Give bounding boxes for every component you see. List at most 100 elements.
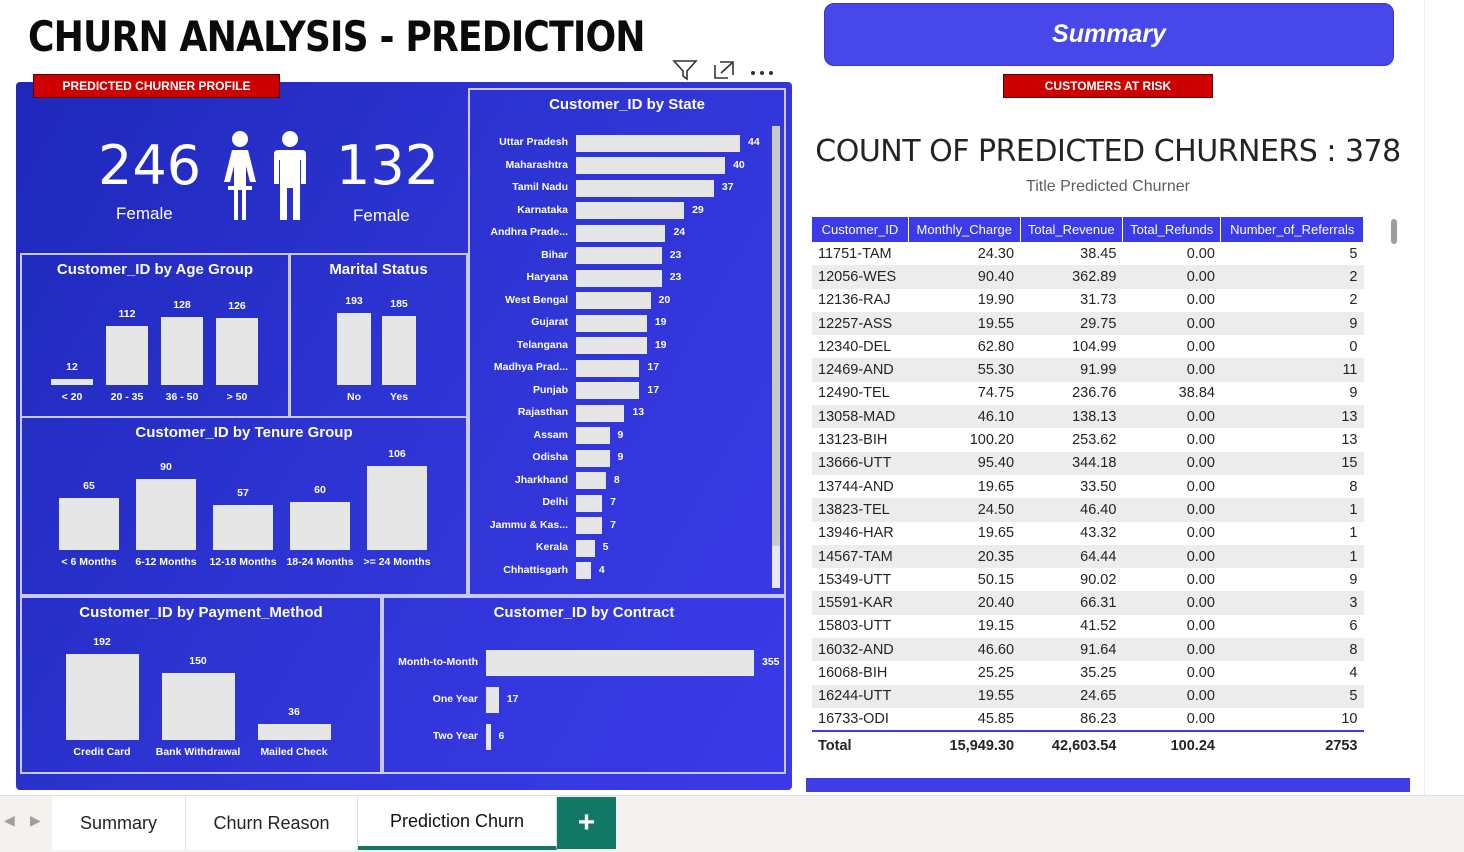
table-cell: 66.31: [1020, 591, 1123, 615]
table-total-cell: 100.24: [1122, 730, 1221, 760]
table-row[interactable]: 13123-BIH 100.20 253.62 0.00 13: [812, 428, 1364, 451]
table-row[interactable]: 15349-UTT 50.15 90.02 0.00 9: [812, 568, 1364, 591]
tenure-data-label: 57: [237, 486, 249, 499]
table-cell: 24.65: [1020, 684, 1123, 708]
plus-icon[interactable]: +: [557, 797, 616, 849]
table-cell: 38.84: [1178, 385, 1215, 402]
table-header-cell[interactable]: Total_Revenue: [1020, 217, 1123, 242]
age-group-chart[interactable]: Customer_ID by Age Group 12 < 20 112 20 - 3…: [20, 253, 290, 418]
tenure-bar: [136, 478, 196, 550]
table-row[interactable]: 14567-TAM 20.35 64.44 0.00 1: [812, 544, 1364, 569]
table-header-cell[interactable]: Number_of_Referrals: [1220, 217, 1364, 242]
table-row[interactable]: 16244-UTT 19.55 24.65 0.00 5: [812, 684, 1364, 708]
table-header-cell[interactable]: Customer_ID: [812, 217, 909, 242]
table-row[interactable]: 13946-HAR 19.65 43.32 0.00 1: [812, 522, 1364, 545]
state-bar: [576, 247, 662, 264]
state-category-label: Bihar: [541, 248, 568, 261]
payment-method-chart[interactable]: Customer_ID by Payment_Method 192 Credit …: [20, 596, 382, 774]
table-row[interactable]: 13744-AND 19.65 33.50 0.00 8: [812, 475, 1364, 498]
table-row[interactable]: 12340-DEL 62.80 104.99 0.00 0: [812, 335, 1364, 358]
state-bar: [576, 404, 625, 422]
contract-category-label: One Year: [432, 693, 478, 705]
customers-table[interactable]: Customer_ID Monthly_Charge Total_Revenue To…: [812, 217, 1364, 760]
table-cell: 19.55: [908, 311, 1021, 336]
tenure-group-chart[interactable]: Customer_ID by Tenure Group 65 < 6 Months…: [20, 416, 468, 596]
page-scrollbar[interactable]: [1424, 0, 1464, 795]
table-header-cell[interactable]: Monthly_Charge: [908, 217, 1021, 242]
table-row[interactable]: 12490-TEL 74.75 236.76 38.84 9: [812, 382, 1364, 405]
payment-data-label: 150: [189, 654, 207, 667]
table-cell: 20.40: [908, 591, 1021, 615]
table-total-cell: 2753: [1220, 730, 1364, 760]
table-row[interactable]: 13666-UTT 95.40 344.18 0.00 15: [812, 451, 1364, 475]
focus-mode-icon[interactable]: [712, 59, 736, 86]
state-bar: [576, 472, 606, 489]
tab-churn-reason[interactable]: Churn Reason: [186, 796, 358, 850]
table-row[interactable]: 12056-WES 90.40 362.89 0.00 2: [812, 265, 1364, 289]
contract-category-label: Month-to-Month: [398, 656, 478, 668]
table-cell: 0.00: [1122, 638, 1221, 662]
tenure-data-label: 60: [314, 484, 326, 497]
table-row[interactable]: 13823-TEL 24.50 46.40 0.00 1: [812, 498, 1364, 522]
table-header-row: Customer_ID Monthly_Charge Total_Revenue To…: [812, 217, 1364, 242]
table-cell: 45.85: [977, 711, 1015, 728]
table-row[interactable]: 11751-TAM 24.30 38.45 0.00 5: [812, 242, 1364, 265]
table-cell: 16068-BIH: [818, 664, 888, 681]
state-chart[interactable]: Customer_ID by State Uttar Pradesh 44 Maha…: [468, 88, 786, 596]
table-row[interactable]: 15803-UTT 19.15 41.52 0.00 6: [812, 615, 1364, 638]
table-total-cell: Total: [812, 730, 909, 760]
state-chart-scrollbar[interactable]: [772, 126, 780, 588]
contract-chart[interactable]: Customer_ID by Contract Month-to-Month 35…: [382, 596, 786, 774]
tab-next-icon[interactable]: ▶: [30, 812, 41, 828]
state-bar: [576, 427, 610, 444]
age-category-label: < 20: [61, 391, 83, 403]
tab-prediction-churn[interactable]: Prediction Churn: [358, 796, 557, 850]
table-row[interactable]: 16068-BIH 25.25 35.25 0.00 4: [812, 661, 1364, 684]
filter-icon[interactable]: [672, 58, 698, 87]
table-row[interactable]: 12257-ASS 19.55 29.75 0.00 9: [812, 311, 1364, 336]
state-category-label: Tamil Nadu: [512, 181, 568, 193]
state-bar: [576, 382, 640, 399]
table-cell: 11751-TAM: [818, 245, 892, 262]
summary-nav-button[interactable]: Summary: [824, 3, 1394, 66]
table-cell: 64.44: [1020, 544, 1123, 569]
tenure-bar: [213, 504, 273, 550]
tab-summary[interactable]: Summary: [52, 796, 186, 850]
page-tabs-bar: ◀ ▶ Summary Churn Reason Prediction Chur…: [0, 795, 1464, 852]
age-data-label: 126: [228, 300, 246, 313]
table-row[interactable]: 16032-AND 46.60 91.64 0.00 8: [812, 638, 1364, 662]
state-data-label: 23: [669, 271, 682, 283]
table-cell: 2: [1349, 292, 1358, 309]
table-row[interactable]: 16733-ODI 45.85 86.23 0.00 10: [812, 708, 1364, 731]
state-chart-scroll-thumb[interactable]: [772, 126, 780, 546]
at-risk-tag: CUSTOMERS AT RISK: [1003, 74, 1213, 98]
table-cell: 16244-UTT: [812, 684, 909, 708]
tab-prev-icon[interactable]: ◀: [4, 812, 15, 828]
payment-method-chart-title: Customer_ID by Payment_Method: [79, 604, 323, 621]
marital-bar: [382, 315, 416, 385]
table-cell: 6: [1349, 618, 1358, 635]
age-category-label: > 50: [226, 391, 248, 403]
state-data-label: 44: [748, 136, 760, 148]
state-bar: [576, 359, 640, 377]
table-cell: 0.00: [1186, 478, 1215, 495]
table-cell: 95.40: [908, 451, 1021, 475]
tenure-data-label: 106: [388, 448, 406, 460]
table-scrollbar[interactable]: [1391, 219, 1397, 244]
state-bar: [576, 314, 647, 332]
table-row[interactable]: 12469-AND 55.30 91.99 0.00 11: [812, 358, 1364, 382]
table-row[interactable]: 15591-KAR 20.40 66.31 0.00 3: [812, 591, 1364, 615]
table-header-cell[interactable]: Total_Refunds: [1122, 217, 1222, 242]
marital-status-chart[interactable]: Marital Status 193 No 185 Yes: [289, 253, 468, 418]
table-row[interactable]: 12136-RAJ 19.90 31.73 0.00 2: [812, 289, 1364, 312]
state-category-label: Jharkhand: [514, 473, 568, 486]
table-cell: 46.10: [908, 405, 1021, 429]
more-options-icon[interactable]: [750, 64, 776, 82]
table-cell: 55.30: [908, 358, 1021, 382]
table-row[interactable]: 13058-MAD 46.10 138.13 0.00 13: [812, 405, 1364, 429]
table-cell: 24.30: [977, 245, 1015, 262]
table-cell: 13123-BIH: [818, 432, 888, 449]
tenure-category-label: 6-12 Months: [135, 556, 197, 568]
table-cell: 0.00: [1122, 591, 1221, 615]
age-group-chart-title: Customer_ID by Age Group: [56, 261, 254, 278]
